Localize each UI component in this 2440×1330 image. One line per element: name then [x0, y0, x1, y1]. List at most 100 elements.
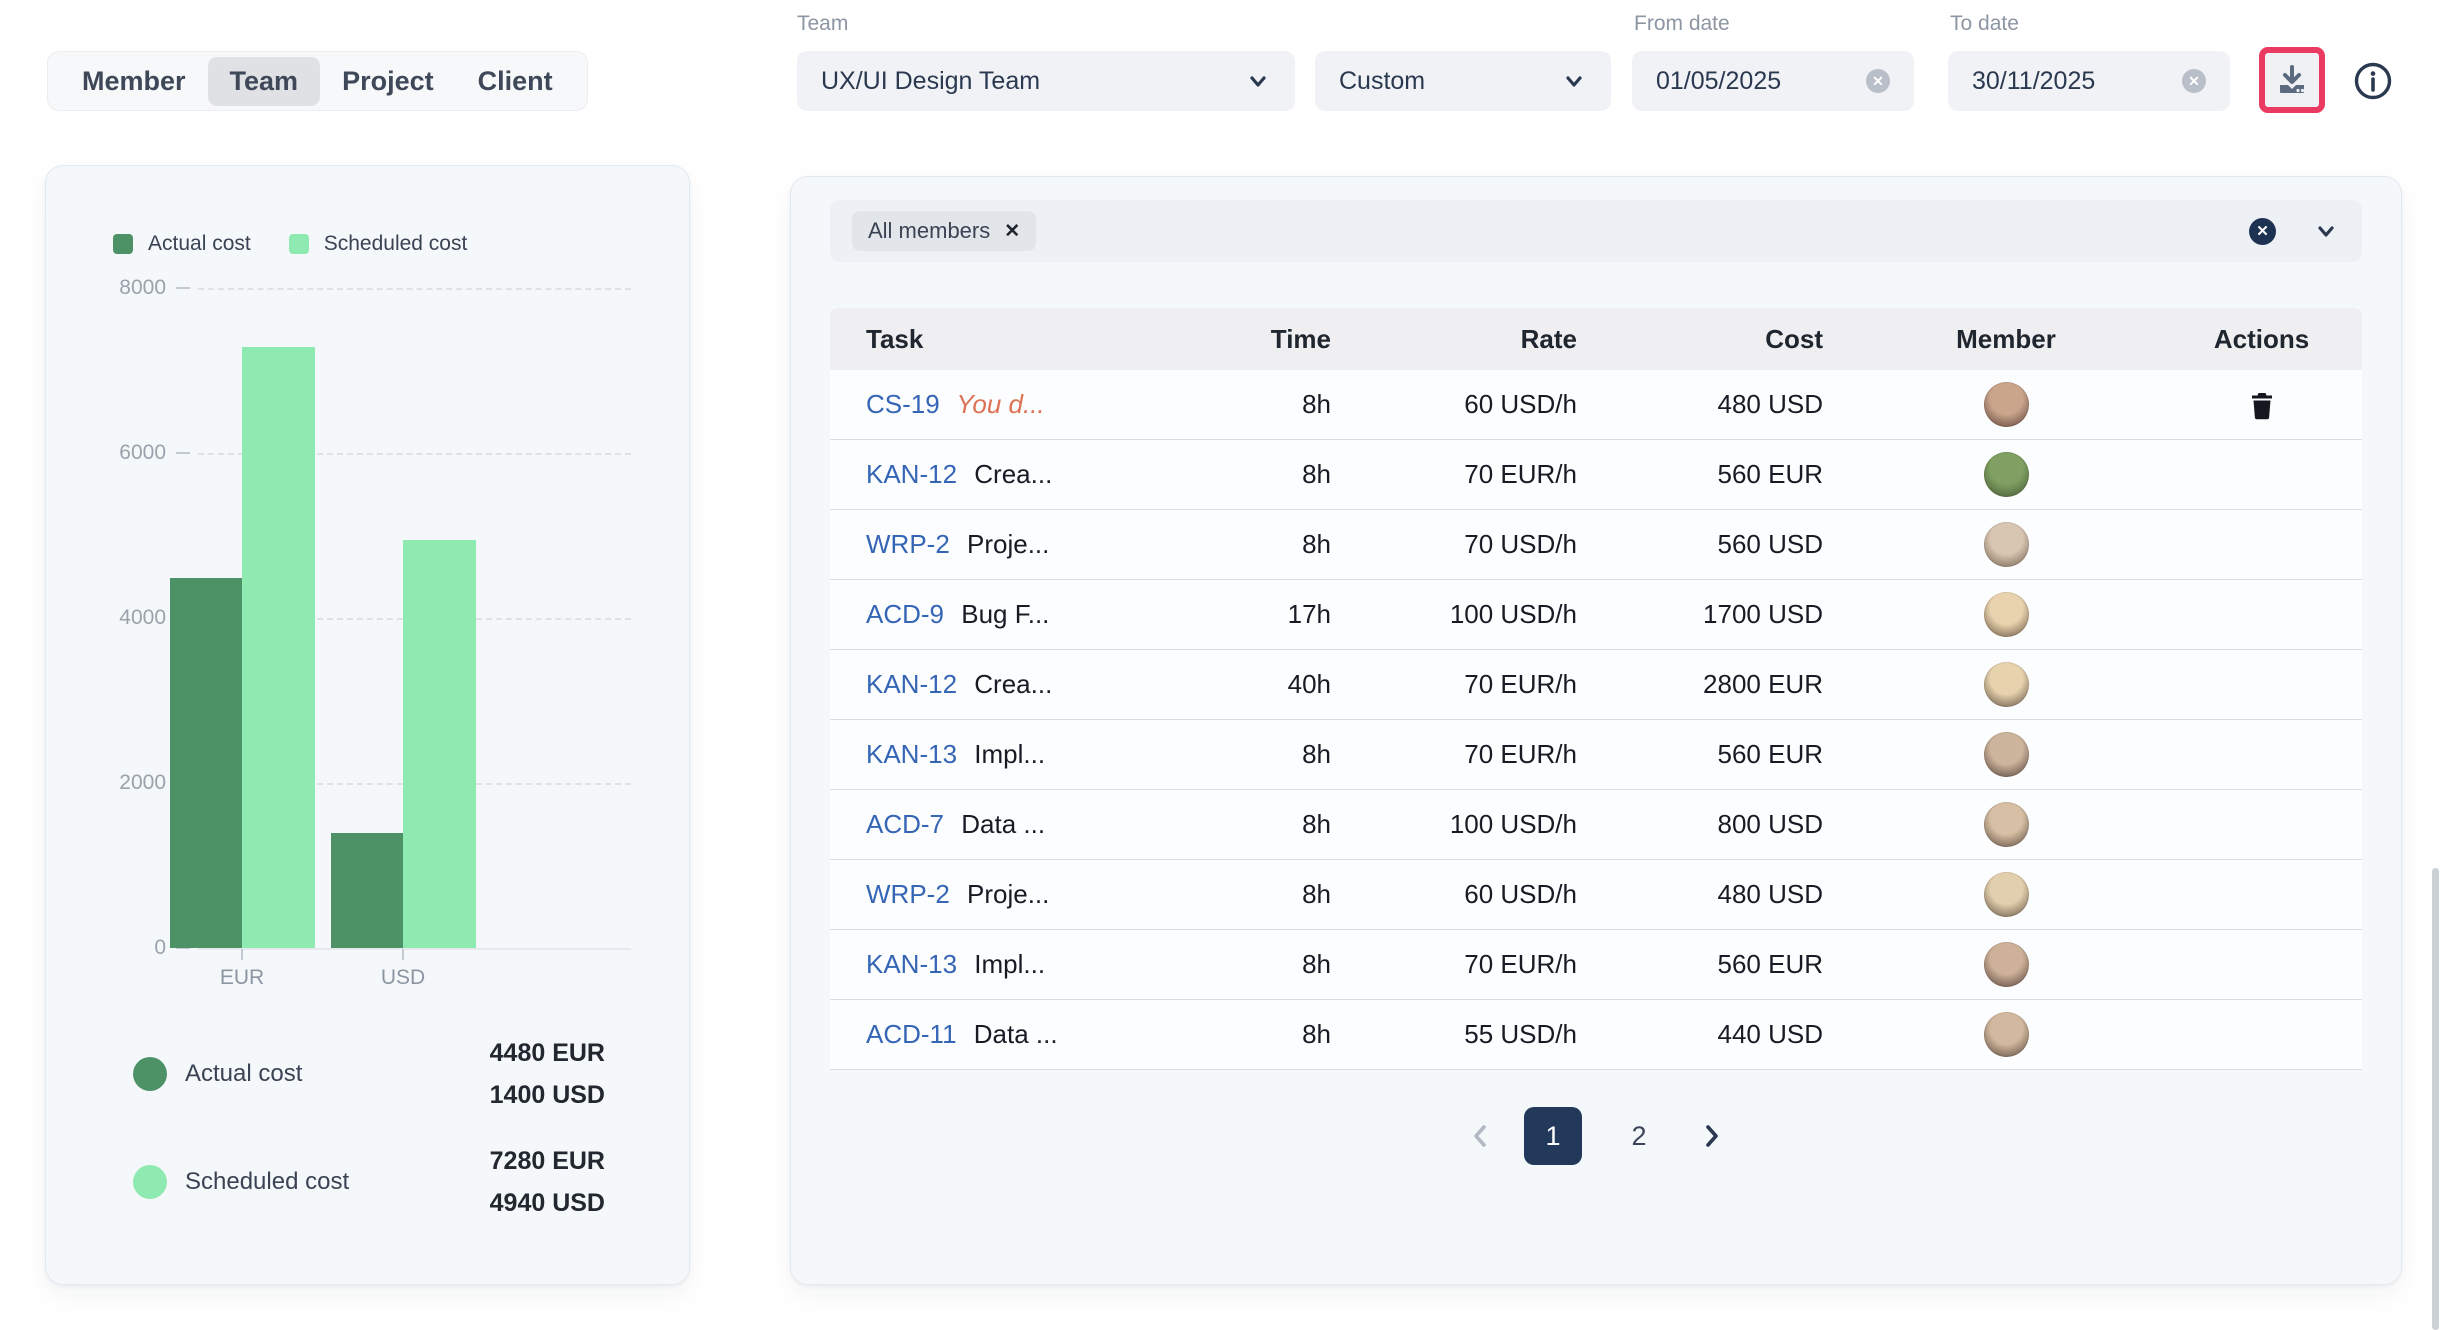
task-title: Proje... — [960, 529, 1050, 559]
legend-label: Scheduled cost — [324, 232, 468, 256]
members-filter-bar[interactable]: All members ✕ ✕ — [830, 200, 2362, 262]
col-member: Member — [1851, 324, 2161, 355]
time-cell: 8h — [1141, 389, 1361, 420]
x-tick — [241, 949, 243, 960]
chart-legend: Actual cost Scheduled cost — [113, 232, 467, 256]
col-actions: Actions — [2161, 324, 2362, 355]
chip-all-members[interactable]: All members ✕ — [852, 211, 1036, 251]
table-row[interactable]: KAN-12 Crea... 40h 70 EUR/h 2800 EUR — [830, 650, 2362, 720]
range-select[interactable]: Custom — [1315, 51, 1611, 111]
gridline — [198, 288, 631, 290]
prev-page-button[interactable] — [1466, 1121, 1496, 1151]
member-avatar — [1984, 732, 2029, 777]
table-row[interactable]: KAN-12 Crea... 8h 70 EUR/h 560 EUR — [830, 440, 2362, 510]
legend-swatch-icon — [289, 234, 309, 254]
tab-client[interactable]: Client — [456, 57, 575, 106]
task-link[interactable]: KAN-12 — [866, 459, 957, 489]
task-title: Data ... — [967, 1019, 1058, 1049]
rate-cell: 100 USD/h — [1361, 809, 1601, 840]
time-cell: 8h — [1141, 459, 1361, 490]
team-field-label: Team — [797, 12, 848, 36]
cost-cell: 2800 EUR — [1601, 669, 1851, 700]
time-cell: 8h — [1141, 529, 1361, 560]
legend-item: Scheduled cost — [289, 232, 468, 256]
table-row[interactable]: CS-19 You d... 8h 60 USD/h 480 USD — [830, 370, 2362, 440]
rate-cell: 70 EUR/h — [1361, 949, 1601, 980]
clear-to-date-button[interactable]: ✕ — [2182, 69, 2206, 93]
member-avatar — [1984, 872, 2029, 917]
task-link[interactable]: KAN-13 — [866, 949, 957, 979]
col-rate: Rate — [1361, 324, 1601, 355]
table-row[interactable]: WRP-2 Proje... 8h 60 USD/h 480 USD — [830, 860, 2362, 930]
table-row[interactable]: ACD-11 Data ... 8h 55 USD/h 440 USD — [830, 1000, 2362, 1070]
task-link[interactable]: ACD-7 — [866, 809, 944, 839]
cost-cell: 560 EUR — [1601, 459, 1851, 490]
col-time: Time — [1141, 324, 1361, 355]
table-row[interactable]: KAN-13 Impl... 8h 70 EUR/h 560 EUR — [830, 720, 2362, 790]
cost-report-screen: MemberTeamProjectClient Team UX/UI Desig… — [0, 0, 2440, 1330]
chip-label: All members — [868, 218, 990, 244]
cost-cell: 560 EUR — [1601, 739, 1851, 770]
summary-label: Actual cost — [185, 1060, 302, 1088]
download-report-button[interactable] — [2259, 47, 2325, 113]
next-page-button[interactable] — [1696, 1121, 1726, 1151]
tab-team[interactable]: Team — [208, 57, 321, 106]
col-task: Task — [830, 324, 1141, 355]
tab-project[interactable]: Project — [320, 57, 456, 106]
time-cell: 40h — [1141, 669, 1361, 700]
summary-label: Scheduled cost — [185, 1168, 349, 1196]
task-link[interactable]: KAN-13 — [866, 739, 957, 769]
task-link[interactable]: CS-19 — [866, 389, 940, 419]
task-link[interactable]: WRP-2 — [866, 879, 950, 909]
info-button[interactable] — [2353, 61, 2393, 101]
table-row[interactable]: ACD-7 Data ... 8h 100 USD/h 800 USD — [830, 790, 2362, 860]
y-axis-label: 8000 — [76, 276, 166, 300]
x-axis-label: USD — [381, 966, 425, 990]
from-date-label: From date — [1634, 12, 1730, 36]
task-link[interactable]: ACD-9 — [866, 599, 944, 629]
legend-label: Actual cost — [148, 232, 251, 256]
rate-cell: 100 USD/h — [1361, 599, 1601, 630]
summary-dot-icon — [133, 1165, 167, 1199]
team-select[interactable]: UX/UI Design Team — [797, 51, 1295, 111]
to-date-input[interactable]: 30/11/2025 ✕ — [1948, 51, 2230, 111]
delete-task-button[interactable] — [2248, 390, 2276, 420]
trash-icon — [2248, 390, 2276, 420]
page-button-1[interactable]: 1 — [1524, 1107, 1582, 1165]
x-icon[interactable]: ✕ — [1004, 220, 1020, 243]
member-avatar — [1984, 1012, 2029, 1057]
table-row[interactable]: ACD-9 Bug F... 17h 100 USD/h 1700 USD — [830, 580, 2362, 650]
range-select-value: Custom — [1339, 67, 1425, 96]
summary-values: 7280 EUR4940 USD — [490, 1140, 605, 1224]
summary-values: 4480 EUR1400 USD — [490, 1032, 605, 1116]
scrollbar-thumb[interactable] — [2432, 868, 2439, 1330]
from-date-input[interactable]: 01/05/2025 ✕ — [1632, 51, 1914, 111]
cost-cell: 480 USD — [1601, 389, 1851, 420]
member-avatar — [1984, 662, 2029, 707]
pagination: 12 — [791, 1107, 2401, 1165]
task-link[interactable]: ACD-11 — [866, 1019, 957, 1049]
tasks-table: Task Time Rate Cost Member Actions CS-19… — [830, 308, 2362, 1070]
table-row[interactable]: WRP-2 Proje... 8h 70 USD/h 560 USD — [830, 510, 2362, 580]
x-tick — [402, 949, 404, 960]
bar-scheduled-eur — [242, 347, 315, 948]
table-header: Task Time Rate Cost Member Actions — [830, 308, 2362, 370]
chevron-down-icon[interactable] — [2312, 217, 2340, 245]
view-switcher: MemberTeamProjectClient — [47, 51, 588, 111]
time-cell: 8h — [1141, 879, 1361, 910]
table-row[interactable]: KAN-13 Impl... 8h 70 EUR/h 560 EUR — [830, 930, 2362, 1000]
rate-cell: 70 EUR/h — [1361, 739, 1601, 770]
page-button-2[interactable]: 2 — [1610, 1107, 1668, 1165]
task-title: Impl... — [967, 949, 1045, 979]
summary-row: Actual cost 4480 EUR1400 USD — [133, 1032, 605, 1116]
clear-selection-button[interactable]: ✕ — [2249, 218, 2276, 245]
tab-member[interactable]: Member — [60, 57, 208, 106]
task-title: Bug F... — [954, 599, 1049, 629]
task-link[interactable]: WRP-2 — [866, 529, 950, 559]
time-cell: 8h — [1141, 949, 1361, 980]
task-link[interactable]: KAN-12 — [866, 669, 957, 699]
table-body: CS-19 You d... 8h 60 USD/h 480 USD KAN-1… — [830, 370, 2362, 1070]
rate-cell: 60 USD/h — [1361, 389, 1601, 420]
clear-from-date-button[interactable]: ✕ — [1866, 69, 1890, 93]
y-axis-label: 0 — [76, 936, 166, 960]
